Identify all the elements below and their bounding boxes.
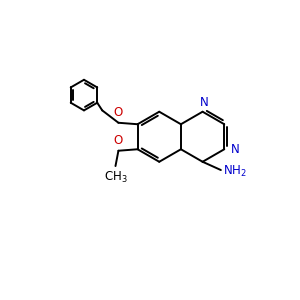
Text: O: O bbox=[113, 106, 122, 118]
Text: N: N bbox=[200, 96, 209, 110]
Text: NH$_2$: NH$_2$ bbox=[223, 164, 247, 179]
Text: O: O bbox=[113, 134, 122, 147]
Text: CH$_3$: CH$_3$ bbox=[103, 169, 127, 185]
Text: N: N bbox=[231, 143, 239, 156]
